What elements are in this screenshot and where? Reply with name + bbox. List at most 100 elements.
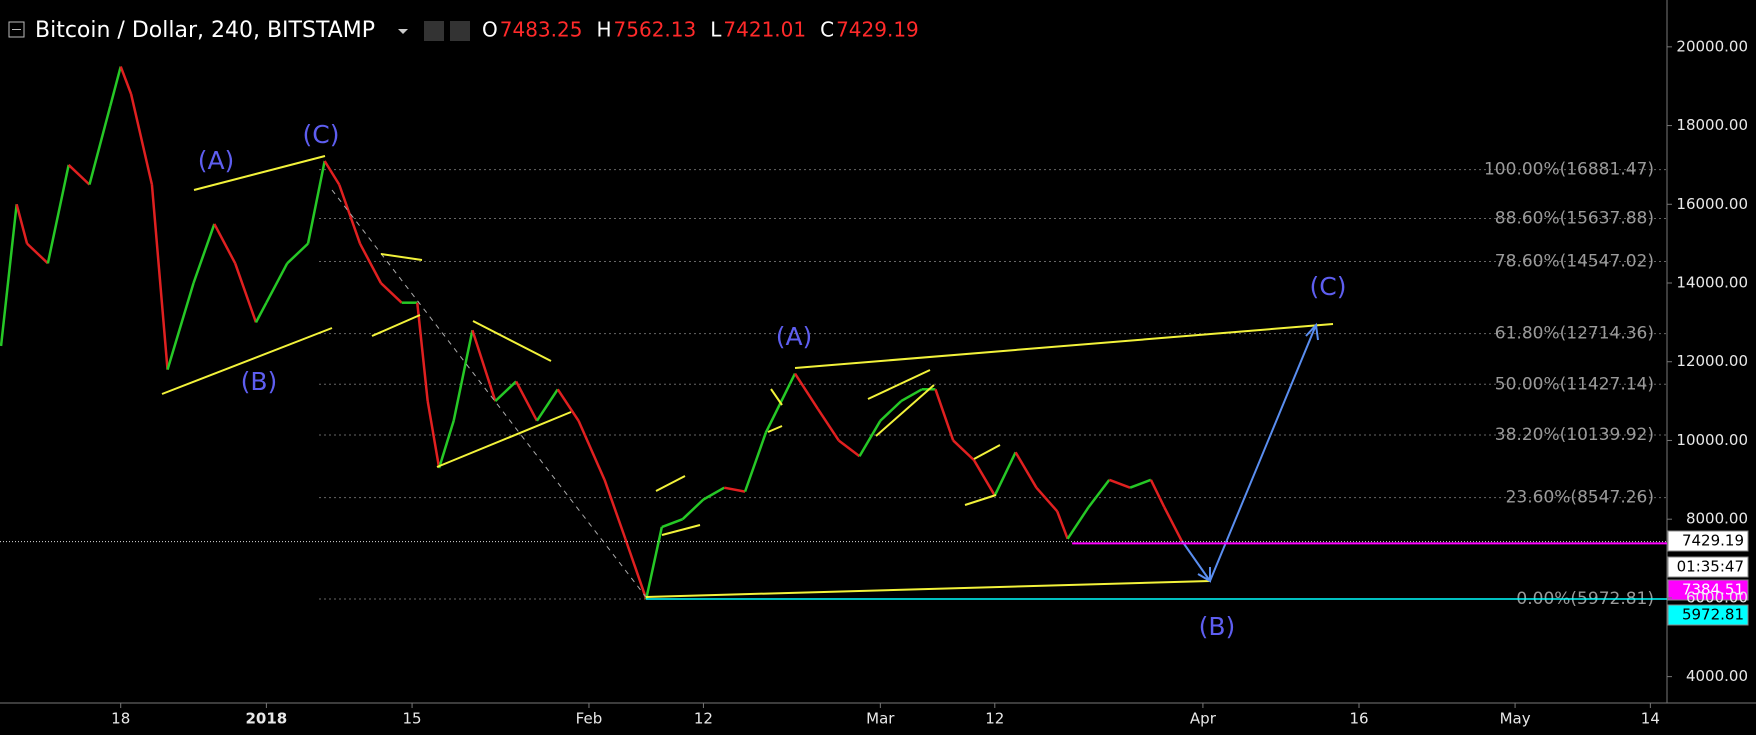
price-segment <box>858 420 882 457</box>
x-tick-label: 18 <box>111 710 130 728</box>
price-segment <box>644 526 664 600</box>
price-segment <box>129 93 154 185</box>
trend-line <box>661 524 701 536</box>
price-tag-label: 5972.81 <box>1682 606 1744 624</box>
price-segment <box>556 388 580 422</box>
trend-line <box>794 323 1334 369</box>
price-segment <box>702 486 725 501</box>
price-segment <box>624 538 648 600</box>
x-tick-label: 16 <box>1349 710 1368 728</box>
price-segment <box>358 243 382 284</box>
price-segment <box>1129 478 1152 489</box>
price-segment <box>416 302 429 402</box>
trend-line <box>193 155 326 191</box>
price-segment <box>743 432 768 493</box>
y-tick-label: 4000.00 <box>1686 667 1748 685</box>
price-segment <box>166 282 195 370</box>
price-segment <box>661 518 684 529</box>
price-segment <box>681 498 705 521</box>
price-segment <box>46 164 70 264</box>
trend-line <box>371 314 421 337</box>
price-segment <box>265 262 289 304</box>
fib-label: 23.60%(8547.26) <box>1506 488 1654 508</box>
eye-button[interactable] <box>424 21 444 41</box>
price-segment <box>793 372 819 410</box>
price-segment <box>1149 479 1166 508</box>
price-tag <box>1667 604 1749 626</box>
price-tag <box>1667 530 1749 552</box>
fib-label: 50.00%(11427.14) <box>1495 374 1654 394</box>
trend-line <box>973 444 1001 460</box>
arrow <box>1181 540 1211 582</box>
price-segment <box>1108 478 1131 489</box>
fib-label: 88.60%(15637.88) <box>1495 209 1654 229</box>
price-segment <box>26 242 49 265</box>
x-tick-label: Mar <box>866 710 895 728</box>
symbol-title[interactable]: Bitcoin / Dollar, 240, BITSTAMP <box>35 18 375 43</box>
price-segment <box>338 184 362 245</box>
ohlc-key: C <box>820 18 834 42</box>
fib-label: 100.00%(16881.47) <box>1484 160 1654 180</box>
y-tick-label: 10000.00 <box>1676 431 1748 449</box>
ohlc-key: L <box>710 18 722 42</box>
price-segment <box>494 380 517 403</box>
trend-line <box>767 425 783 433</box>
wave-label: (A) <box>198 146 235 175</box>
trend-line <box>436 411 572 468</box>
settings-button[interactable] <box>450 21 470 41</box>
x-tick-label: May <box>1500 710 1531 728</box>
trend-line <box>875 384 935 437</box>
price-segment <box>816 408 840 442</box>
price-segment <box>286 242 309 265</box>
trend-line <box>161 327 333 395</box>
price-segment <box>471 329 497 402</box>
dropdown[interactable] <box>398 29 408 34</box>
price-segment <box>119 66 133 95</box>
y-tick-label: 16000.00 <box>1676 195 1748 213</box>
trend-line <box>964 494 997 506</box>
projection-arrows <box>1181 322 1319 583</box>
wave-label: (B) <box>1199 612 1236 641</box>
trend-line <box>655 475 686 492</box>
ohlc-key: O <box>482 18 498 42</box>
arrow <box>1209 324 1317 582</box>
price-segment <box>213 223 237 264</box>
price-tag <box>1667 579 1749 601</box>
price-segment <box>724 486 746 493</box>
price-segment <box>67 164 91 186</box>
y-tick-label: 8000.00 <box>1686 510 1748 528</box>
y-tick-label: 12000.00 <box>1676 352 1748 370</box>
price-segment <box>900 388 923 403</box>
trend-lines <box>161 155 1334 598</box>
y-tick-label: 14000.00 <box>1676 274 1748 292</box>
price-segment <box>379 282 403 304</box>
price-segment <box>306 160 326 244</box>
price-segment <box>452 329 474 422</box>
fib-label: 38.20%(10139.92) <box>1495 425 1654 445</box>
price-segment <box>426 400 441 469</box>
ohlc-value: 7429.19 <box>836 18 919 42</box>
price-segment <box>323 160 341 186</box>
wave-label: (C) <box>303 120 340 149</box>
trend-line <box>380 253 423 261</box>
price-tag-label: 01:35:47 <box>1677 558 1744 576</box>
price-segment <box>952 439 975 462</box>
price-segment <box>150 184 169 370</box>
price-segment <box>233 262 258 323</box>
x-tick-label: 12 <box>985 710 1004 728</box>
price-tag-label: 7429.19 <box>1682 532 1744 550</box>
wave-label: (A) <box>776 322 813 351</box>
price-segment <box>1035 486 1059 513</box>
price-segment <box>515 380 539 422</box>
price-segment <box>1163 506 1184 543</box>
ohlc-value: 7483.25 <box>500 18 583 42</box>
price-segment <box>254 302 268 323</box>
collapse-button[interactable] <box>8 21 25 38</box>
y-tick-label: 18000.00 <box>1676 116 1748 134</box>
arrow-head <box>1305 322 1319 341</box>
price-segment <box>0 204 18 347</box>
price-segment <box>109 66 122 107</box>
ohlc-value: 7562.13 <box>614 18 697 42</box>
price-segment <box>1066 506 1090 540</box>
